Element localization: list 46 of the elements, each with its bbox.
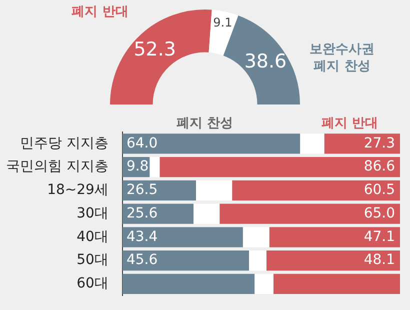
data-label: 47.1 bbox=[364, 228, 395, 245]
data-label: 43.4 bbox=[126, 228, 158, 245]
slice-label: 폐지 반대 bbox=[72, 4, 128, 20]
data-label: 52.3 bbox=[134, 38, 176, 61]
bar bbox=[122, 180, 196, 200]
data-label: 9.1 bbox=[213, 16, 232, 30]
bar bbox=[122, 204, 194, 224]
y-tick-label: 국민의힘 지지층 bbox=[6, 158, 108, 175]
data-label: 45.6 bbox=[126, 252, 158, 268]
y-tick-label: 60대 bbox=[76, 276, 108, 292]
y-tick-label: 30대 bbox=[76, 205, 108, 222]
y-tick-label: 민주당 지지층 bbox=[20, 135, 108, 152]
data-label: 26.5 bbox=[126, 182, 158, 198]
data-label: 27.3 bbox=[364, 135, 395, 152]
y-tick-label: 40대 bbox=[76, 228, 108, 245]
bar bbox=[122, 250, 250, 271]
data-label: 86.6 bbox=[364, 158, 396, 175]
y-tick-label: 18~29세 bbox=[47, 182, 108, 198]
data-label: 64.0 bbox=[126, 135, 158, 152]
bar bbox=[266, 250, 400, 271]
bar bbox=[232, 180, 400, 200]
data-label: 38.6 bbox=[244, 50, 287, 72]
slice-label: 보완수사권 폐지 찬성 bbox=[310, 42, 374, 74]
bar bbox=[254, 274, 274, 294]
bar bbox=[196, 180, 232, 200]
data-label: 25.6 bbox=[126, 205, 158, 222]
bar bbox=[160, 157, 400, 178]
data-label: 60.5 bbox=[364, 182, 395, 198]
bar bbox=[273, 274, 400, 294]
bar bbox=[150, 157, 160, 178]
bar bbox=[194, 204, 220, 224]
bar bbox=[122, 227, 243, 248]
bar bbox=[249, 250, 266, 271]
bar bbox=[122, 274, 255, 294]
bar bbox=[122, 134, 300, 154]
series-label: 폐지 찬성 bbox=[176, 116, 233, 132]
bar bbox=[269, 227, 400, 248]
data-label: 9.8 bbox=[126, 158, 149, 175]
bar bbox=[242, 227, 270, 248]
bar bbox=[300, 134, 324, 154]
bar bbox=[220, 204, 400, 224]
y-tick-label: 50대 bbox=[76, 252, 108, 268]
data-label: 65.0 bbox=[364, 205, 395, 222]
data-label: 48.1 bbox=[364, 252, 395, 268]
bar bbox=[324, 134, 400, 154]
series-label: 폐지 반대 bbox=[321, 116, 378, 132]
